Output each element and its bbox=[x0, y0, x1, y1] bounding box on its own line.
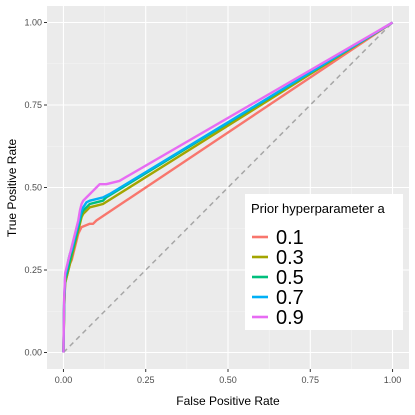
legend-item: 0.7 bbox=[251, 287, 304, 309]
legend-item: 0.9 bbox=[251, 307, 304, 329]
legend-title: Prior hyperparameter a bbox=[251, 201, 385, 216]
axes: 0.00 0.25 0.50 0.75 1.00 0.00 0.25 0.50 0.75 1.00 bbox=[24, 18, 401, 386]
legend-item: 0.5 bbox=[251, 267, 304, 289]
x-tick-label: 0.00 bbox=[55, 375, 73, 385]
y-tick-label: 0.25 bbox=[24, 265, 42, 275]
legend-item: 0.1 bbox=[251, 227, 304, 249]
series-layer bbox=[62, 21, 394, 354]
x-tick-label: 0.25 bbox=[137, 375, 155, 385]
legend-label: 0.5 bbox=[276, 267, 304, 289]
reference-diagonal-line bbox=[62, 21, 394, 354]
legend-label: 0.7 bbox=[276, 287, 304, 309]
x-tick-label: 0.50 bbox=[219, 375, 237, 385]
series-line-a-0-9 bbox=[62, 21, 394, 353]
x-tick-label: 1.00 bbox=[384, 375, 402, 385]
x-axis-title: False Positive Rate bbox=[176, 394, 280, 408]
legend-label: 0.9 bbox=[276, 307, 304, 329]
y-tick-label: 0.75 bbox=[24, 100, 42, 110]
y-tick-label: 1.00 bbox=[24, 18, 42, 28]
legend-label: 0.1 bbox=[276, 227, 304, 249]
legend: Prior hyperparameter a 0.10.30.50.70.9 bbox=[245, 194, 403, 330]
y-tick-label: 0.50 bbox=[24, 183, 42, 193]
legend-item: 0.3 bbox=[251, 247, 304, 269]
legend-box bbox=[245, 194, 403, 330]
legend-items: 0.10.30.50.70.9 bbox=[251, 227, 304, 329]
legend-label: 0.3 bbox=[276, 247, 304, 269]
y-axis-title: True Positive Rate bbox=[5, 139, 19, 238]
y-tick-label: 0.00 bbox=[24, 348, 42, 358]
x-tick-label: 0.75 bbox=[302, 375, 320, 385]
